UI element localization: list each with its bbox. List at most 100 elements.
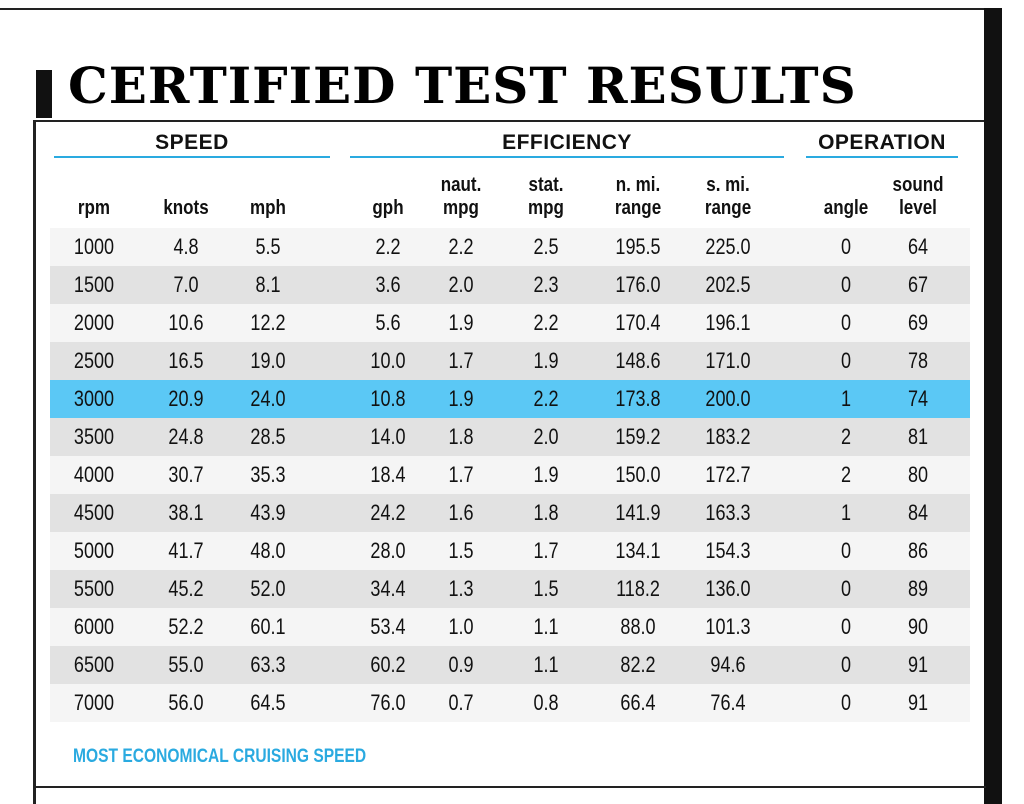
cell-gph: 24.2 bbox=[370, 500, 406, 525]
cell-s-mi-range: 101.3 bbox=[705, 614, 751, 639]
table-row: 2500 16.5 19.0 10.0 1.7 1.9 148.6 171.0 0 78 bbox=[50, 342, 970, 380]
group-rule-speed bbox=[54, 156, 330, 158]
cell-n-mi-range: 159.2 bbox=[615, 424, 661, 449]
column-header-knots: knots bbox=[148, 168, 225, 220]
cell-mph: 64.5 bbox=[250, 690, 286, 715]
cell-naut-mpg: 1.0 bbox=[448, 614, 474, 639]
cell-naut-mpg: 2.2 bbox=[448, 234, 474, 259]
cell-sound-level: 91 bbox=[907, 652, 929, 677]
cell-s-mi-range: 202.5 bbox=[705, 272, 751, 297]
column-header-line: naut. bbox=[440, 174, 482, 196]
cell-sound-level: 67 bbox=[907, 272, 929, 297]
cell-naut-mpg: 1.8 bbox=[448, 424, 474, 449]
cell-rpm: 1500 bbox=[73, 272, 115, 297]
cell-sound-level: 69 bbox=[907, 310, 929, 335]
cell-knots: 41.7 bbox=[168, 538, 204, 563]
cell-naut-mpg: 2.0 bbox=[448, 272, 474, 297]
cell-knots: 20.9 bbox=[168, 386, 204, 411]
cell-angle: 0 bbox=[840, 272, 852, 297]
column-header-mph: mph bbox=[230, 168, 307, 220]
cell-angle: 0 bbox=[840, 652, 852, 677]
column-header-line: stat. bbox=[528, 174, 564, 196]
cell-mph: 19.0 bbox=[250, 348, 286, 373]
cell-n-mi-range: 88.0 bbox=[620, 614, 656, 639]
cell-n-mi-range: 134.1 bbox=[615, 538, 661, 563]
cell-knots: 16.5 bbox=[168, 348, 204, 373]
cell-angle: 1 bbox=[840, 500, 852, 525]
column-header-line: sound bbox=[892, 174, 944, 196]
cell-stat-mpg: 2.2 bbox=[533, 386, 559, 411]
cell-s-mi-range: 225.0 bbox=[705, 234, 751, 259]
cell-knots: 24.8 bbox=[168, 424, 204, 449]
cell-gph: 60.2 bbox=[370, 652, 406, 677]
cell-gph: 18.4 bbox=[370, 462, 406, 487]
column-header-line: rpm bbox=[77, 197, 111, 219]
cell-s-mi-range: 196.1 bbox=[705, 310, 751, 335]
frame-left-border bbox=[33, 120, 36, 804]
page-title: CERTIFIED TEST RESULTS bbox=[68, 56, 857, 115]
cell-rpm: 7000 bbox=[73, 690, 115, 715]
column-header-s-mi-range: s. mi. range bbox=[690, 168, 767, 220]
group-rule-operation bbox=[806, 156, 958, 158]
table-row: 2000 10.6 12.2 5.6 1.9 2.2 170.4 196.1 0 69 bbox=[50, 304, 970, 342]
cell-s-mi-range: 200.0 bbox=[705, 386, 751, 411]
cell-rpm: 4000 bbox=[73, 462, 115, 487]
cell-gph: 76.0 bbox=[370, 690, 406, 715]
cell-gph: 10.8 bbox=[370, 386, 406, 411]
cell-s-mi-range: 136.0 bbox=[705, 576, 751, 601]
cell-stat-mpg: 2.0 bbox=[533, 424, 559, 449]
cell-n-mi-range: 148.6 bbox=[615, 348, 661, 373]
cell-naut-mpg: 1.3 bbox=[448, 576, 474, 601]
cell-sound-level: 74 bbox=[907, 386, 929, 411]
column-header-sound-level: sound level bbox=[880, 168, 957, 220]
column-header-line: level bbox=[899, 197, 937, 219]
column-header-gph: gph bbox=[350, 168, 427, 220]
cell-s-mi-range: 172.7 bbox=[705, 462, 751, 487]
cell-rpm: 6500 bbox=[73, 652, 115, 677]
cell-knots: 55.0 bbox=[168, 652, 204, 677]
cell-mph: 8.1 bbox=[255, 272, 281, 297]
cell-mph: 12.2 bbox=[250, 310, 286, 335]
cell-sound-level: 64 bbox=[907, 234, 929, 259]
cell-naut-mpg: 1.9 bbox=[448, 386, 474, 411]
table-row: 1000 4.8 5.5 2.2 2.2 2.5 195.5 225.0 0 64 bbox=[50, 228, 970, 266]
frame-right-border bbox=[984, 8, 1002, 804]
cell-n-mi-range: 141.9 bbox=[615, 500, 661, 525]
cell-stat-mpg: 2.3 bbox=[533, 272, 559, 297]
cell-rpm: 4500 bbox=[73, 500, 115, 525]
cell-naut-mpg: 0.7 bbox=[448, 690, 474, 715]
cell-angle: 0 bbox=[840, 348, 852, 373]
cell-stat-mpg: 2.2 bbox=[533, 310, 559, 335]
cell-mph: 5.5 bbox=[255, 234, 281, 259]
cell-mph: 48.0 bbox=[250, 538, 286, 563]
column-header-line: range bbox=[704, 197, 752, 219]
cell-n-mi-range: 195.5 bbox=[615, 234, 661, 259]
cell-knots: 7.0 bbox=[173, 272, 199, 297]
cell-angle: 0 bbox=[840, 614, 852, 639]
column-header-angle: angle bbox=[808, 168, 885, 220]
cell-naut-mpg: 1.6 bbox=[448, 500, 474, 525]
cell-s-mi-range: 183.2 bbox=[705, 424, 751, 449]
cell-sound-level: 91 bbox=[907, 690, 929, 715]
cell-mph: 52.0 bbox=[250, 576, 286, 601]
column-header-line: knots bbox=[163, 197, 209, 219]
cell-stat-mpg: 1.1 bbox=[533, 652, 559, 677]
cell-angle: 2 bbox=[840, 424, 852, 449]
cell-stat-mpg: 0.8 bbox=[533, 690, 559, 715]
column-header-line: angle bbox=[823, 197, 869, 219]
cell-sound-level: 78 bbox=[907, 348, 929, 373]
cell-gph: 3.6 bbox=[375, 272, 401, 297]
group-header-efficiency: EFFICIENCY bbox=[502, 131, 632, 154]
cell-s-mi-range: 94.6 bbox=[710, 652, 746, 677]
cell-sound-level: 81 bbox=[907, 424, 929, 449]
cell-angle: 0 bbox=[840, 310, 852, 335]
cell-n-mi-range: 118.2 bbox=[616, 576, 660, 601]
cell-gph: 5.6 bbox=[375, 310, 401, 335]
cell-rpm: 5000 bbox=[73, 538, 115, 563]
cell-stat-mpg: 1.7 bbox=[533, 538, 559, 563]
cell-sound-level: 90 bbox=[907, 614, 929, 639]
cell-knots: 38.1 bbox=[168, 500, 204, 525]
cell-mph: 24.0 bbox=[250, 386, 286, 411]
cell-knots: 10.6 bbox=[168, 310, 204, 335]
cell-n-mi-range: 82.2 bbox=[620, 652, 656, 677]
